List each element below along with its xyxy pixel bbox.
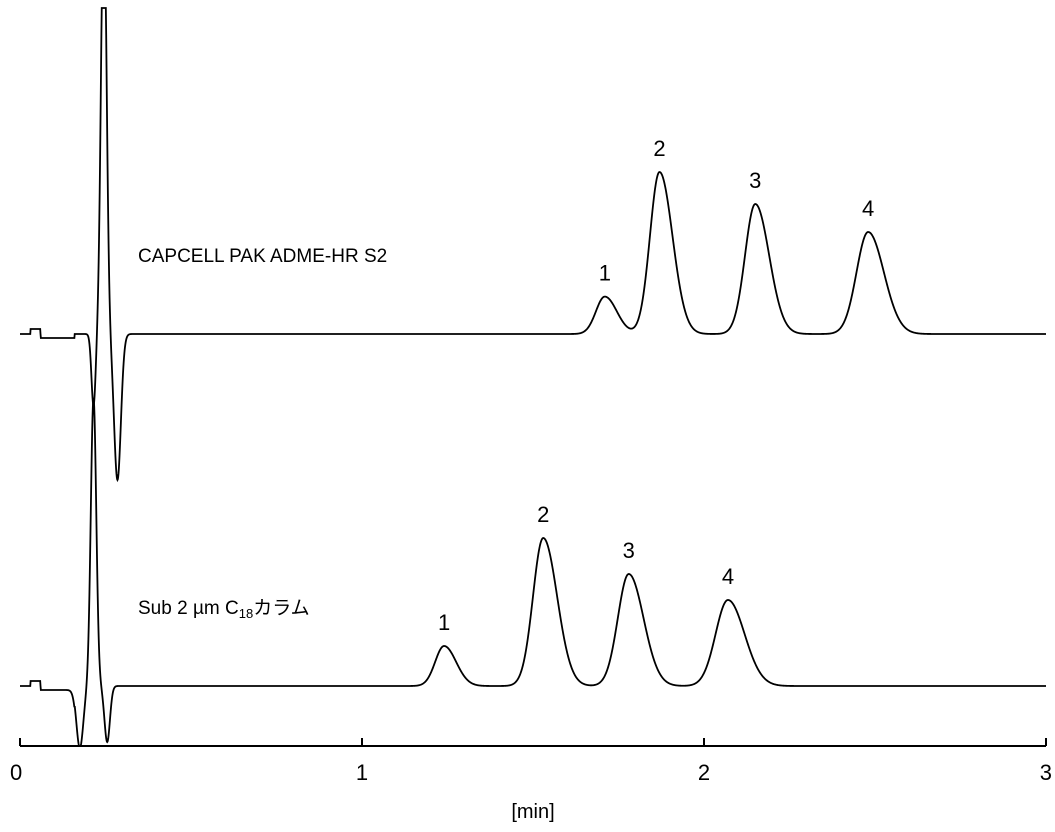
x-tick-label-1: 1: [356, 760, 368, 785]
peak-label-4: 4: [722, 564, 734, 589]
peak-label-3: 3: [623, 538, 635, 563]
peak-labels-sub2um-c18: 1 2 3 4: [438, 502, 734, 635]
trace-label-sub2um-c18: Sub 2 µm C18カラム: [138, 598, 310, 621]
x-tick-label-3: 3: [1040, 760, 1052, 785]
trace-line-capcell-pak: [20, 7, 1046, 483]
x-axis-ticks: 0 1 2 3: [10, 738, 1052, 785]
trace-line-sub2um-c18: [20, 397, 1046, 747]
trace-label-capcell-pak: CAPCELL PAK ADME-HR S2: [138, 246, 387, 267]
trace-capcell-pak: CAPCELL PAK ADME-HR S2 1 2 3 4: [20, 7, 1046, 483]
peak-label-1: 1: [599, 261, 611, 286]
peak-labels-capcell-pak: 1 2 3 4: [599, 136, 875, 286]
peak-label-3: 3: [749, 168, 761, 193]
x-axis-label: [min]: [511, 801, 554, 823]
trace-label-part: カラム: [253, 598, 309, 619]
trace-sub2um-c18: Sub 2 µm C18カラム 1 2 3 4: [20, 397, 1046, 747]
trace-label-part: m C: [204, 598, 239, 619]
x-tick-label-2: 2: [698, 760, 710, 785]
trace-label-part: µ: [193, 598, 204, 619]
peak-label-2: 2: [653, 136, 665, 161]
trace-label-part: CAPCELL PAK ADME-HR S2: [138, 246, 387, 267]
x-tick-label-0: 0: [10, 760, 22, 785]
peak-label-2: 2: [537, 502, 549, 527]
peak-label-1: 1: [438, 610, 450, 635]
trace-label-part: 18: [239, 606, 253, 621]
trace-label-part: Sub 2: [138, 598, 193, 619]
peak-label-4: 4: [862, 196, 874, 221]
